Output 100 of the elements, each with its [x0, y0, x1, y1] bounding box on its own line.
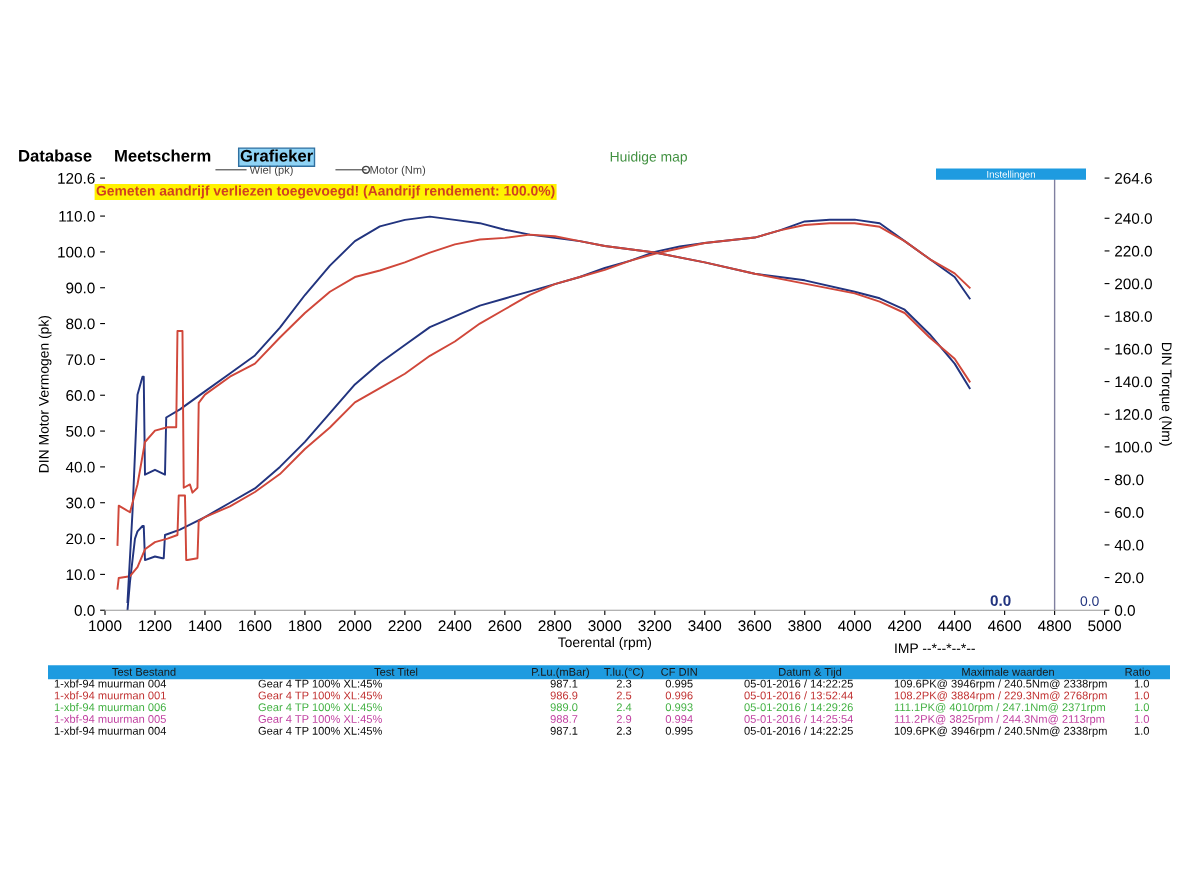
- text: 987.1: [550, 726, 578, 735]
- y-tick-label: 40.0: [65, 461, 95, 473]
- y-axis-title: DIN Motor Vermogen (pk): [38, 315, 52, 473]
- y2-tick-label: 60.0: [1115, 507, 1144, 518]
- text: T.lu.(°C): [604, 667, 644, 678]
- y-tick-label: 60.0: [66, 390, 95, 401]
- text: Motor (Nm): [370, 165, 426, 177]
- y-tick-label: 110.0: [59, 210, 95, 222]
- x-tick-label: 2000: [338, 620, 372, 632]
- text: 1-xbf-94 muurman 001: [54, 691, 166, 700]
- text: Test Bestand: [112, 667, 176, 676]
- text: 05-01-2016 / 14:25:54: [744, 714, 854, 723]
- text: Datum & Tijd: [779, 667, 842, 679]
- y-tick-label: 0.0: [74, 605, 95, 616]
- text: 111.1PK@ 4010rpm / 247.1Nm@ 2371rpm: [894, 703, 1106, 714]
- text: Maximale waarden: [962, 667, 1054, 676]
- text: 1.0: [1134, 679, 1150, 688]
- y-tick-label: 50.0: [66, 425, 95, 437]
- text: 987.1: [550, 679, 578, 688]
- text: 109.6PK@ 3946rpm / 240.5Nm@ 2338rpm: [894, 679, 1107, 690]
- text: 1.0: [1134, 691, 1150, 700]
- x-tick-label: 3200: [638, 620, 672, 632]
- y2-tick-label: 100.0: [1115, 441, 1152, 453]
- text: CF DIN: [661, 667, 697, 676]
- x-tick-label: 3000: [588, 620, 622, 632]
- text: Huidige map: [610, 151, 687, 165]
- text: Gear 4 TP 100% XL:45%: [258, 715, 382, 723]
- text: 1.0: [1134, 703, 1150, 712]
- annotation: 0.0: [1080, 596, 1099, 606]
- text: Test Titel: [374, 667, 418, 676]
- text: Gear 4 TP 100% XL:45%: [258, 703, 382, 712]
- y-tick-label: 70.0: [66, 354, 95, 366]
- x-tick-label: 2600: [488, 620, 522, 632]
- text: 2.4: [616, 703, 632, 712]
- x-tick-label: 4000: [838, 620, 872, 632]
- text: Gear 4 TP 100% XL:45%: [258, 691, 382, 700]
- text: IMP --*--*--*--: [895, 643, 975, 653]
- text: Meetscherm: [115, 149, 211, 162]
- text: 0.994: [665, 715, 693, 723]
- x-tick-label: 2800: [538, 620, 572, 632]
- text: 1.0: [1134, 715, 1150, 723]
- y2-tick-label: 200.0: [1115, 278, 1152, 290]
- text: 0.993: [665, 703, 693, 712]
- text: P.Lu.(mBar): [532, 667, 589, 678]
- text: 2.3: [616, 726, 632, 735]
- y2-tick-label: 40.0: [1114, 539, 1144, 551]
- text: 989.0: [550, 703, 578, 712]
- y2-tick-label: 160.0: [1115, 343, 1152, 355]
- text: 2.5: [616, 691, 632, 700]
- text: 1.0: [1134, 726, 1150, 735]
- x-tick-label: 4400: [938, 620, 972, 632]
- y2-tick-label: 140.0: [1115, 376, 1152, 388]
- y2-tick-label: 240.0: [1115, 213, 1152, 224]
- text: 111.2PK@ 3825rpm / 244.3Nm@ 2113rpm: [894, 714, 1105, 726]
- y-tick-label: 100.0: [58, 246, 95, 258]
- text: 2.9: [616, 715, 632, 723]
- x-tick-label: 3400: [688, 620, 722, 632]
- y-tick-label: 120.6: [58, 172, 95, 184]
- y2-tick-label: 20.0: [1115, 572, 1144, 584]
- x-tick-label: 4600: [988, 620, 1022, 632]
- text: Grafieker: [240, 149, 313, 162]
- annotation: 0.0: [990, 595, 1011, 607]
- text: 1-xbf-94 muurman 004: [54, 726, 167, 735]
- annotation: Gemeten aandrijf verliezen toegevoegd! (Aandrijf rendement: 100.0%): [96, 185, 555, 199]
- text: Gear 4 TP 100% XL:45%: [258, 679, 382, 688]
- text: 05-01-2016 / 14:22:25: [744, 726, 853, 735]
- text: 0.995: [665, 726, 693, 735]
- text: 0.996: [665, 691, 693, 700]
- y-tick-label: 10.0: [66, 569, 95, 581]
- x-tick-label: 1800: [289, 620, 322, 632]
- text: 05-01-2016 / 14:22:25: [744, 679, 853, 688]
- y2-axis-title: DIN Torque (Nm): [1159, 342, 1172, 446]
- y-tick-label: 80.0: [66, 318, 95, 330]
- text: 986.9: [550, 691, 578, 700]
- x-tick-label: 5000: [1088, 620, 1121, 632]
- text: 05-01-2016 / 13:52:44: [744, 691, 854, 700]
- x-axis-title: Toerental (rpm): [558, 636, 652, 650]
- x-tick-label: 3800: [788, 620, 822, 632]
- y-tick-label: 90.0: [66, 282, 95, 294]
- text: 1-xbf-94 muurman 006: [54, 703, 166, 712]
- text: 1-xbf-94 muurman 005: [54, 714, 166, 723]
- y2-tick-label: 220.0: [1115, 245, 1152, 257]
- text: 05-01-2016 / 14:29:26: [744, 703, 853, 712]
- y2-tick-label: 80.0: [1114, 474, 1144, 486]
- y2-tick-label: 180.0: [1115, 311, 1152, 322]
- text: 109.6PK@ 3946rpm / 240.5Nm@ 2338rpm: [894, 726, 1107, 737]
- x-tick-label: 1400: [189, 620, 222, 632]
- x-tick-label: 2400: [438, 620, 472, 632]
- text: Database: [19, 149, 92, 162]
- y2-tick-label: 0.0: [1114, 605, 1135, 616]
- y2-tick-label: 264.6: [1115, 172, 1152, 184]
- y-tick-label: 20.0: [66, 533, 95, 545]
- x-tick-label: 1200: [139, 620, 172, 632]
- x-tick-label: 1000: [89, 620, 122, 632]
- y-tick-label: 30.0: [66, 497, 95, 509]
- y2-tick-label: 120.0: [1115, 409, 1152, 420]
- text: 1-xbf-94 muurman 004: [54, 679, 167, 688]
- x-tick-label: 1600: [239, 620, 272, 632]
- text: 108.2PK@ 3884rpm / 229.3Nm@ 2768rpm: [894, 691, 1107, 702]
- text: 988.7: [550, 715, 578, 723]
